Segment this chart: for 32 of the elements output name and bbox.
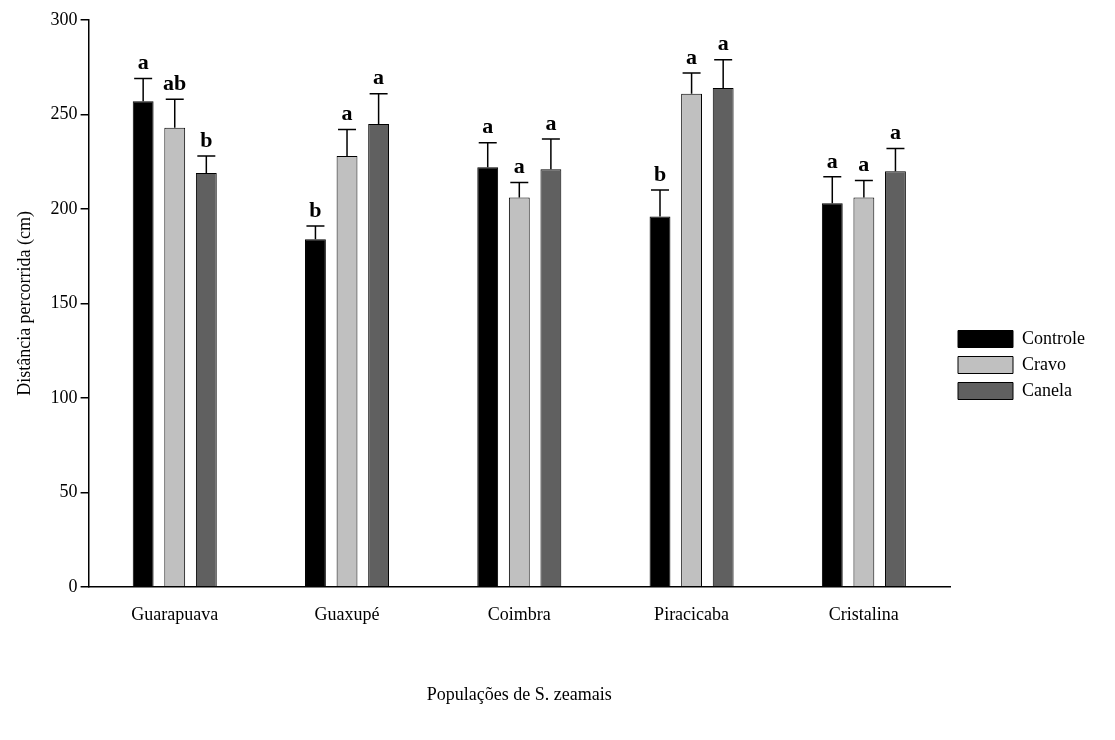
y-tick-label: 0 [68, 575, 78, 596]
y-tick-label: 200 [50, 197, 78, 218]
data-label: a [686, 43, 698, 69]
data-label: a [137, 49, 149, 75]
data-label: a [858, 151, 870, 177]
y-tick-label: 150 [50, 292, 78, 313]
x-axis-title: Populações de S. zeamais [426, 683, 612, 704]
y-tick-label: 300 [50, 8, 78, 29]
y-tick-label: 250 [50, 103, 78, 124]
data-label: b [200, 126, 213, 152]
data-label: a [482, 113, 494, 139]
data-label: a [513, 153, 525, 179]
data-label: a [889, 119, 901, 145]
y-tick-label: 50 [59, 481, 78, 502]
y-tick-label: 100 [50, 386, 78, 407]
x-tick-label: Guarapuava [131, 604, 219, 625]
x-tick-label: Coimbra [487, 604, 551, 625]
legend-label: Canela [1022, 379, 1072, 400]
data-label: a [717, 30, 729, 56]
legend-label: Cravo [1022, 353, 1067, 374]
data-label: a [341, 100, 353, 126]
data-label: a [545, 109, 557, 135]
data-label: b [309, 196, 322, 222]
data-label: a [826, 147, 838, 173]
x-tick-label: Guaxupé [314, 604, 380, 625]
y-axis-title: Distância percorrida (cm) [13, 210, 35, 396]
data-label: b [653, 160, 667, 186]
x-tick-label: Piracicaba [654, 604, 730, 625]
data-label: a [373, 64, 385, 90]
x-tick-label: Cristalina [828, 604, 899, 625]
data-label: ab [163, 70, 187, 96]
legend-label: Controle [1022, 327, 1086, 348]
